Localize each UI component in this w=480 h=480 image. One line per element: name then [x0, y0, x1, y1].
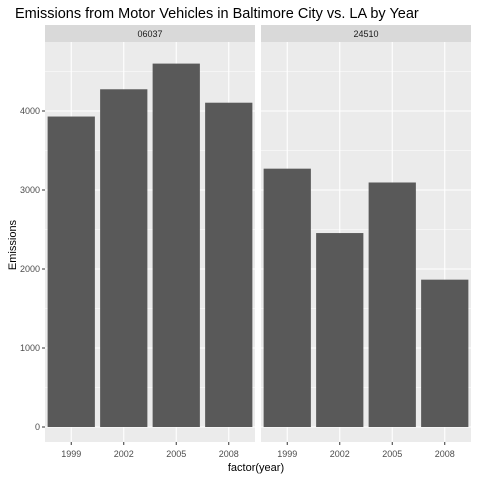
facet-24510: 24510 1999 2002 2005 2008: [261, 25, 471, 459]
x-tick-label: 2005: [382, 449, 402, 459]
facet-strip-label: 24510: [353, 29, 378, 39]
facet-06037: 06037 1999 2002 2005 2008: [45, 25, 255, 459]
bar-24510-2002: [316, 233, 364, 427]
bar-06037-2005: [152, 63, 200, 427]
x-tick-label: 1999: [277, 449, 297, 459]
y-tick-label: 2000: [20, 264, 40, 274]
facet-strip-label: 06037: [137, 29, 162, 39]
x-tick-label: 2002: [330, 449, 350, 459]
y-axis-label: Emissions: [7, 219, 19, 270]
facet-panels: 06037 1999 2002 2005 2008 24510 1999 2002 2005 20…: [45, 25, 471, 459]
bar-06037-2008: [205, 102, 253, 427]
facet-strip: [45, 25, 255, 42]
x-axis-label: factor(year): [228, 462, 284, 474]
x-tick-label: 2002: [114, 449, 134, 459]
y-tick-label: 0: [35, 422, 40, 432]
y-axis: 0 1000 2000 3000 4000: [20, 106, 45, 432]
chart-title: Emissions from Motor Vehicles in Baltimo…: [15, 6, 419, 22]
bar-06037-2002: [100, 89, 148, 428]
y-tick-label: 1000: [20, 343, 40, 353]
x-tick-label: 2005: [166, 449, 186, 459]
y-tick-label: 3000: [20, 185, 40, 195]
x-tick-label: 2008: [219, 449, 239, 459]
bar-24510-2005: [368, 182, 416, 427]
y-tick-label: 4000: [20, 106, 40, 116]
bar-24510-1999: [263, 168, 311, 428]
bar-24510-2008: [421, 279, 469, 427]
facet-strip: [261, 25, 471, 42]
bar-06037-1999: [47, 116, 95, 427]
x-tick-label: 2008: [435, 449, 455, 459]
x-tick-label: 1999: [61, 449, 81, 459]
